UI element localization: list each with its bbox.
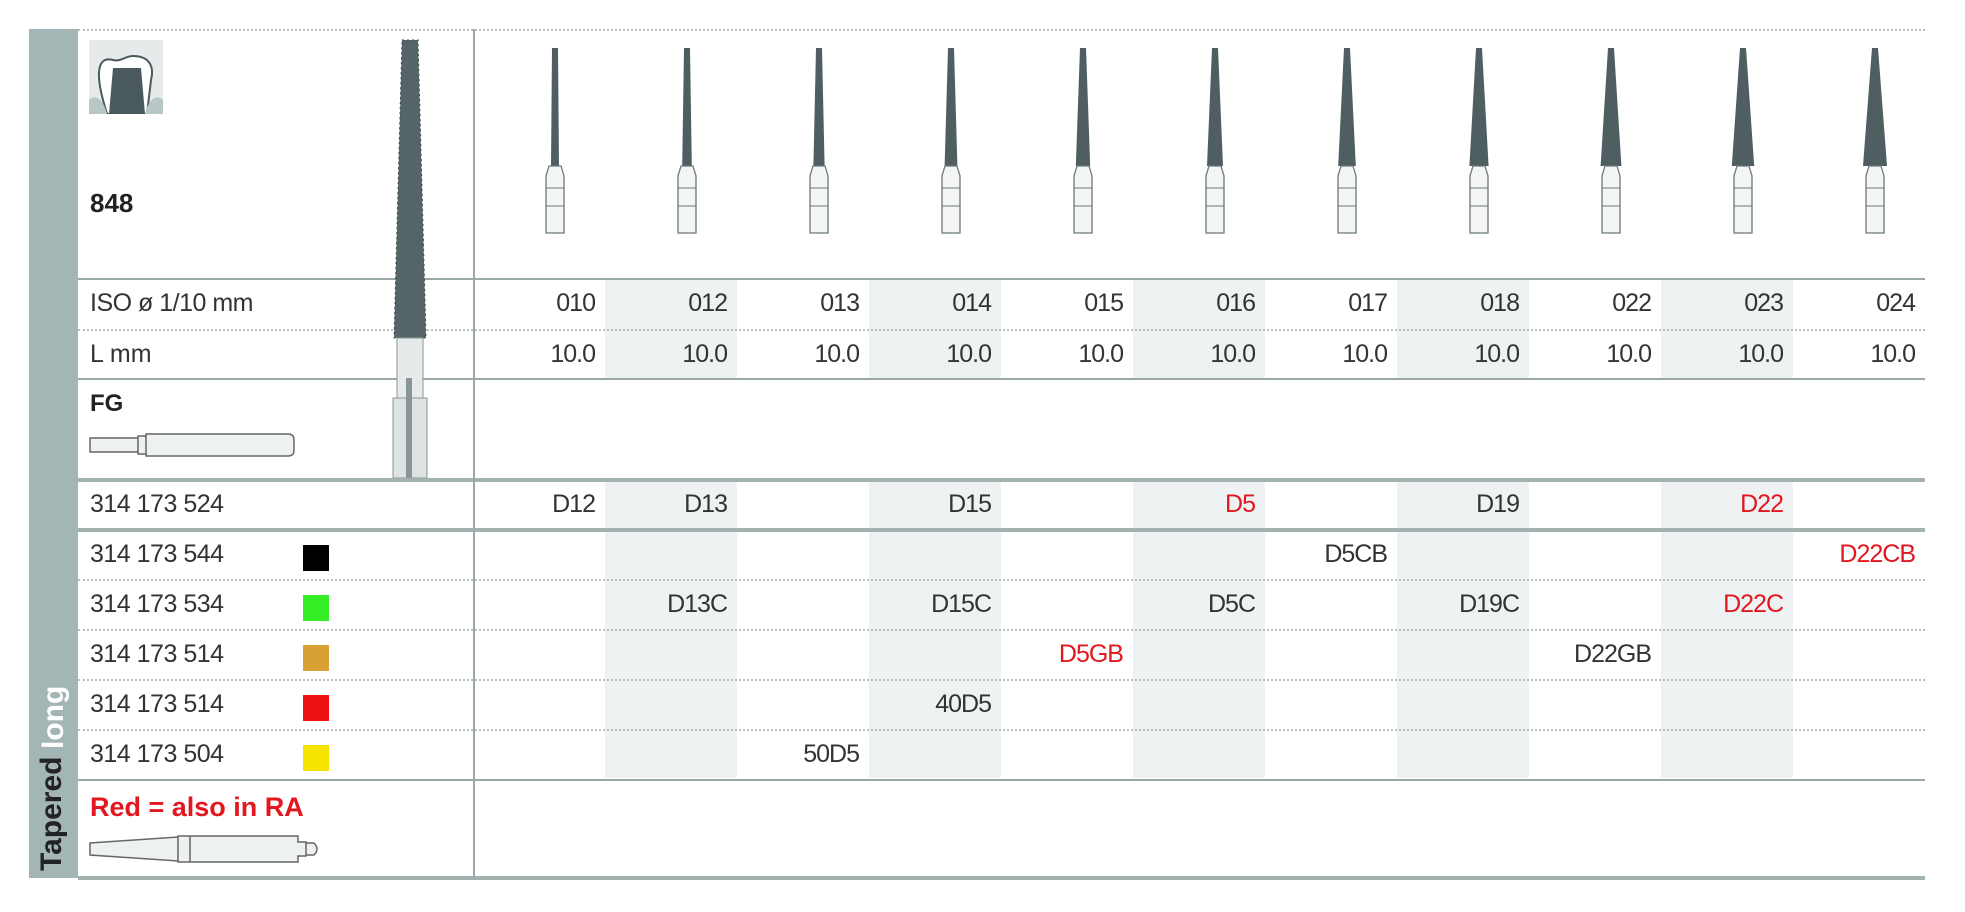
article-number: D13C: [667, 590, 728, 618]
divider: [78, 729, 1925, 731]
fg-shank-icon: [89, 433, 295, 457]
bur-image: [545, 48, 565, 234]
article-number: D22C: [1723, 590, 1784, 618]
article-number: D22: [1740, 490, 1784, 518]
length-value: 10.0: [1210, 340, 1256, 368]
bur-image: [1205, 48, 1225, 234]
color-code-swatch: [303, 745, 329, 771]
iso-size-value: 022: [1612, 289, 1652, 317]
iso-size-value: 017: [1348, 289, 1388, 317]
product-code: 314 173 504: [90, 740, 224, 768]
article-number: 40D5: [935, 690, 992, 718]
iso-size-value: 015: [1084, 289, 1124, 317]
bur-image: [941, 48, 961, 234]
article-number: D22GB: [1574, 640, 1652, 668]
bur-image: [1600, 48, 1622, 234]
iso-size-value: 012: [688, 289, 728, 317]
length-value: 10.0: [814, 340, 860, 368]
iso-size-value: 023: [1744, 289, 1784, 317]
divider: [78, 478, 1925, 482]
length-value: 10.0: [682, 340, 728, 368]
article-number: D5GB: [1058, 640, 1124, 668]
product-code: 314 173 514: [90, 690, 224, 718]
variant-label: long: [37, 685, 70, 749]
color-code-swatch: [303, 645, 329, 671]
length-value: 10.0: [1870, 340, 1916, 368]
divider: [78, 278, 1925, 280]
article-number: D12: [552, 490, 596, 518]
divider: [78, 378, 1925, 380]
figure-number: 848: [90, 188, 134, 218]
product-code: 314 173 514: [90, 640, 224, 668]
iso-size-value: 018: [1480, 289, 1520, 317]
iso-size-value: 024: [1876, 289, 1916, 317]
length-row-label: L mm: [90, 340, 152, 368]
tooth-preparation-icon: [89, 40, 163, 114]
shape-label: Tapered: [35, 756, 68, 871]
iso-size-value: 014: [952, 289, 992, 317]
bur-image: [1862, 48, 1887, 234]
product-code: 314 173 534: [90, 590, 224, 618]
bur-image: [1469, 48, 1489, 234]
length-value: 10.0: [1342, 340, 1388, 368]
length-value: 10.0: [1738, 340, 1784, 368]
divider: [78, 579, 1925, 581]
diamond-bur-image: [392, 39, 428, 478]
article-number: D5: [1225, 490, 1256, 518]
top-border: [78, 29, 1925, 31]
iso-size-value: 016: [1216, 289, 1256, 317]
article-number: D22CB: [1839, 540, 1916, 568]
product-code: 314 173 544: [90, 540, 224, 568]
article-number: D5CB: [1324, 540, 1388, 568]
iso-row-label: ISO ø 1/10 mm: [90, 289, 253, 317]
bur-image: [677, 48, 697, 234]
article-number: D15: [948, 490, 992, 518]
divider: [78, 629, 1925, 631]
iso-size-value: 013: [820, 289, 860, 317]
legend-note: Red = also in RA: [90, 792, 304, 822]
length-value: 10.0: [1474, 340, 1520, 368]
divider: [78, 779, 1925, 781]
iso-size-value: 010: [556, 289, 596, 317]
category-sidebar: Tapered long: [29, 29, 78, 878]
divider: [78, 679, 1925, 681]
length-value: 10.0: [550, 340, 596, 368]
bottom-border: [78, 876, 1925, 880]
article-number: D13: [684, 490, 728, 518]
length-value: 10.0: [946, 340, 992, 368]
bur-image: [1731, 48, 1755, 234]
article-number: 50D5: [803, 740, 860, 768]
bur-image: [1337, 48, 1357, 234]
shank-type-label: FG: [90, 390, 124, 417]
color-code-swatch: [303, 595, 329, 621]
length-value: 10.0: [1606, 340, 1652, 368]
product-code: 314 173 524: [90, 490, 224, 518]
article-number: D5C: [1207, 590, 1256, 618]
divider: [78, 329, 1925, 331]
column-divider: [473, 29, 475, 878]
article-number: D19C: [1459, 590, 1520, 618]
length-value: 10.0: [1078, 340, 1124, 368]
ra-shank-icon: [89, 835, 318, 863]
bur-image: [809, 48, 829, 234]
article-number: D15C: [931, 590, 992, 618]
divider: [78, 528, 1925, 532]
color-code-swatch: [303, 545, 329, 571]
color-code-swatch: [303, 695, 329, 721]
bur-image: [1073, 48, 1093, 234]
article-number: D19: [1476, 490, 1520, 518]
